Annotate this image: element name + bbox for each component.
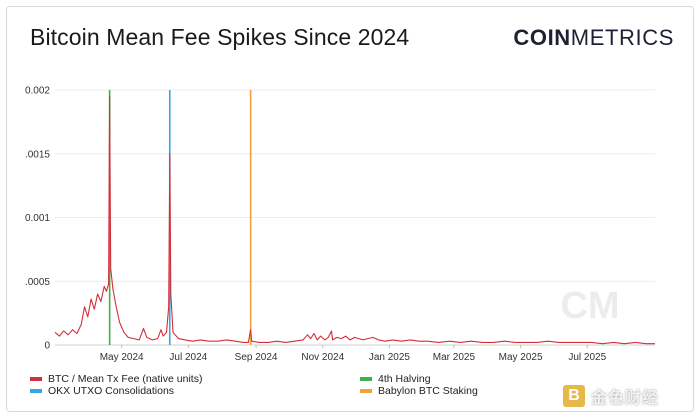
legend-swatch-babylon	[360, 389, 372, 393]
y-tick-label: 0.002	[25, 86, 50, 97]
y-tick-label: 0.001	[25, 213, 50, 224]
x-tick-label: May 2024	[100, 352, 144, 363]
legend-label-fee: BTC / Mean Tx Fee (native units)	[48, 373, 203, 385]
fee-series-line	[54, 95, 655, 345]
cm-watermark: CM	[560, 285, 619, 327]
watermark-logo-letter: B	[568, 387, 580, 404]
chart-title: Bitcoin Mean Fee Spikes Since 2024	[30, 24, 410, 50]
y-tick-label: .0015	[25, 149, 50, 160]
x-tick-label: Sep 2024	[235, 352, 278, 363]
x-tick-label: Jul 2025	[568, 352, 606, 363]
legend-label-babylon: Babylon BTC Staking	[378, 385, 478, 397]
legend-swatch-fee	[30, 377, 42, 381]
watermark-text: 金色财经	[591, 390, 660, 407]
legend-label-okx: OKX UTXO Consolidations	[48, 385, 175, 397]
y-tick-label: 0	[44, 341, 50, 352]
legend-item-babylon: Babylon BTC Staking	[360, 385, 478, 397]
x-tick-label: Mar 2025	[433, 352, 476, 363]
brand-logo-bold: COIN	[513, 25, 571, 50]
watermark: B 金色财经	[563, 384, 659, 408]
legend-swatch-okx	[30, 389, 42, 393]
chart-card	[6, 6, 694, 412]
brand-logo-light: METRICS	[570, 25, 674, 50]
x-tick-label: Jul 2024	[169, 352, 207, 363]
legend-item-fee: BTC / Mean Tx Fee (native units)	[30, 373, 202, 385]
y-tick-label: .0005	[25, 277, 50, 288]
x-tick-label: Jan 2025	[369, 352, 411, 363]
legend-swatch-halving	[360, 377, 372, 381]
watermark-logo-icon: B	[563, 385, 585, 407]
legend-label-halving: 4th Halving	[378, 373, 431, 385]
brand-logo: COINMETRICS	[513, 25, 674, 51]
x-tick-label: May 2025	[499, 352, 543, 363]
x-tick-label: Nov 2024	[301, 352, 344, 363]
legend-item-okx: OKX UTXO Consolidations	[30, 385, 174, 397]
legend-item-halving: 4th Halving	[360, 373, 431, 385]
